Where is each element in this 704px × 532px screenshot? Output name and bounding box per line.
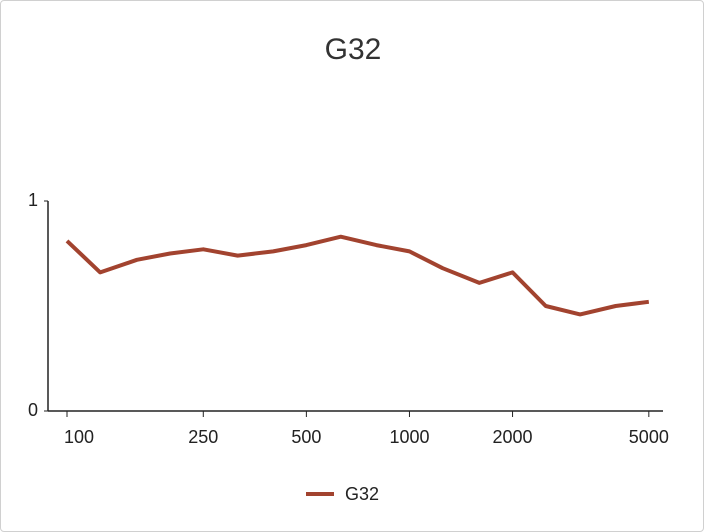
y-tick-label: 1 xyxy=(28,190,38,210)
x-tick-label: 2000 xyxy=(493,427,533,447)
x-tick-label: 500 xyxy=(291,427,321,447)
legend-label: G32 xyxy=(345,484,379,504)
line xyxy=(65,234,650,317)
y-tick-label: 0 xyxy=(28,400,38,420)
x-tick-label: 250 xyxy=(188,427,218,447)
x-tick-label: 100 xyxy=(64,427,94,447)
x-tick-label: 1000 xyxy=(389,427,429,447)
x-tick-label: 5000 xyxy=(629,427,669,447)
chart-title: G32 xyxy=(325,33,382,66)
